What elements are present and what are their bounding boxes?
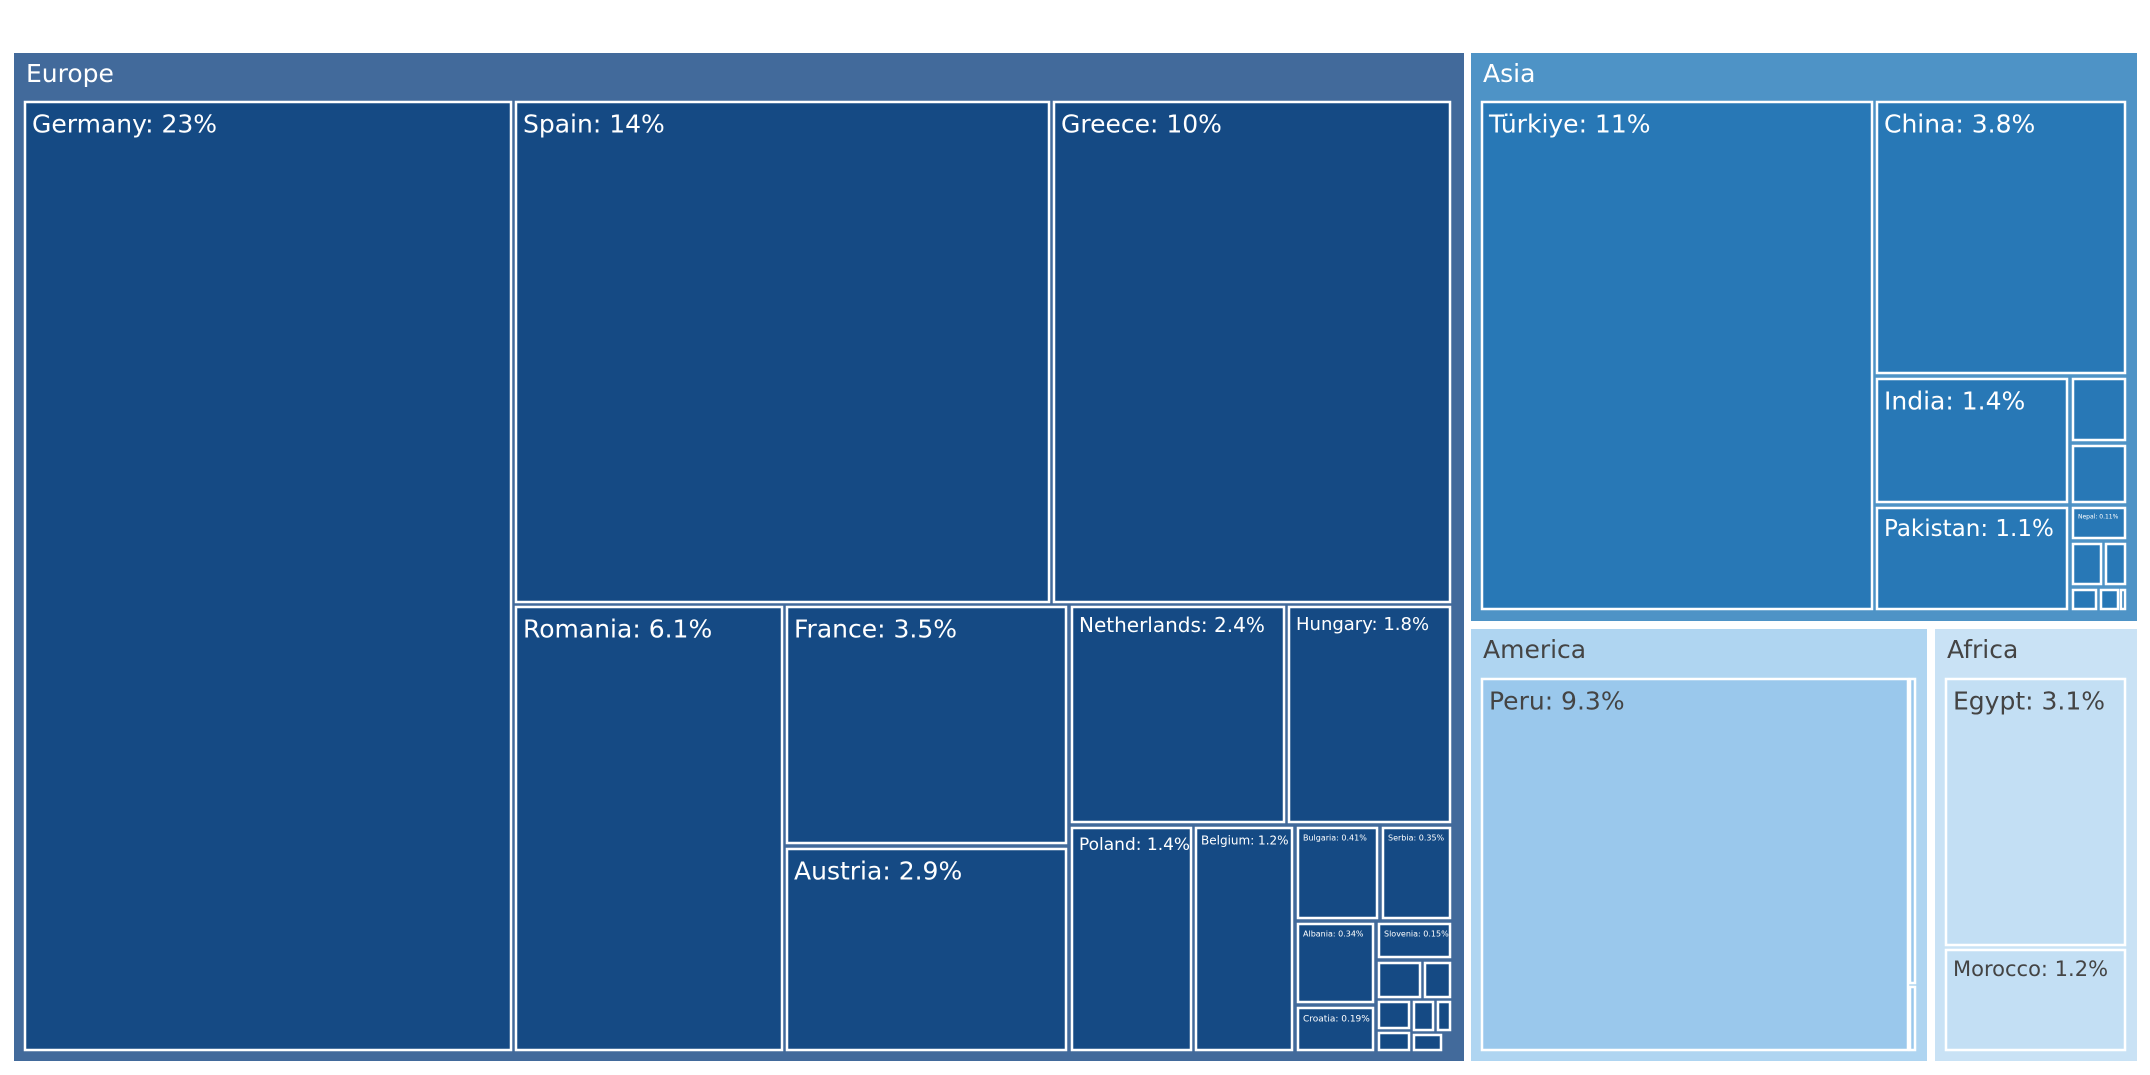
tile-belgium[interactable] [1194, 826, 1294, 1052]
tile-label-spain: Spain: 14% [523, 109, 665, 138]
tile-france[interactable] [785, 605, 1068, 845]
tile-bulgaria[interactable] [1296, 826, 1379, 920]
tile-label-nepal: Nepal: 0.11% [2078, 513, 2119, 520]
group-label-america: America [1483, 635, 1586, 664]
tile-label-pakistan: Pakistan: 1.1% [1884, 516, 2054, 542]
tile-label-bulgaria: Bulgaria: 0.41% [1303, 833, 1367, 842]
tile-america-small-1[interactable] [1908, 677, 1917, 985]
tile-egypt[interactable] [1944, 677, 2127, 947]
tile-hungary[interactable] [1287, 605, 1452, 824]
tile-romania[interactable] [514, 605, 784, 1052]
tile-label-poland: Poland: 1.4% [1079, 835, 1190, 855]
treemap-leaves: Germany: 23% Spain: 14% Greece: 10% Romania… [23, 100, 2127, 1052]
tile-netherlands[interactable] [1070, 605, 1286, 824]
tile-label-hungary: Hungary: 1.8% [1296, 614, 1429, 635]
tile-label-slovenia: Slovenia: 0.15% [1384, 929, 1449, 938]
tile-label-serbia: Serbia: 0.35% [1388, 833, 1445, 842]
tile-asia-small-6[interactable] [2099, 588, 2120, 611]
tile-label-romania: Romania: 6.1% [523, 614, 712, 643]
tile-europe-small-1[interactable] [1377, 961, 1422, 999]
tile-asia-small-7[interactable] [2119, 588, 2127, 611]
tile-europe-small-2[interactable] [1423, 961, 1452, 999]
tile-poland[interactable] [1070, 826, 1193, 1052]
group-label-africa: Africa [1947, 635, 2018, 664]
tile-label-germany: Germany: 23% [32, 109, 217, 138]
tile-nepal[interactable] [2071, 506, 2127, 540]
tile-asia-small-5[interactable] [2071, 588, 2098, 611]
tile-pakistan[interactable] [1875, 506, 2069, 611]
tile-germany[interactable] [23, 100, 513, 1052]
tile-albania[interactable] [1296, 922, 1375, 1004]
tile-label-croatia: Croatia: 0.19% [1303, 1014, 1370, 1024]
tile-asia-small-3[interactable] [2071, 542, 2103, 586]
tile-serbia[interactable] [1381, 826, 1452, 920]
tile-label-greece: Greece: 10% [1061, 109, 1222, 138]
tile-asia-small-4[interactable] [2104, 542, 2127, 586]
tile-europe-small-4[interactable] [1412, 1000, 1435, 1032]
tile-america-small-2[interactable] [1908, 985, 1917, 1052]
tile-label-austria: Austria: 2.9% [794, 856, 962, 885]
tile-label-turkiye: Türkiye: 11% [1488, 109, 1651, 138]
tile-greece[interactable] [1052, 100, 1452, 604]
tile-china[interactable] [1875, 100, 2127, 375]
group-label-europe: Europe [26, 59, 114, 88]
tile-europe-small-3[interactable] [1377, 1000, 1411, 1030]
tile-label-albania: Albania: 0.34% [1303, 929, 1364, 938]
tile-turkiye[interactable] [1480, 100, 1874, 611]
tile-asia-small-2[interactable] [2071, 444, 2127, 504]
group-label-asia: Asia [1483, 59, 1535, 88]
tile-label-belgium: Belgium: 1.2% [1201, 834, 1289, 848]
tile-morocco[interactable] [1944, 948, 2127, 1052]
tile-label-peru: Peru: 9.3% [1489, 686, 1625, 715]
tile-europe-small-5[interactable] [1436, 1000, 1452, 1032]
tile-label-egypt: Egypt: 3.1% [1953, 686, 2105, 715]
tile-asia-small-1[interactable] [2071, 377, 2127, 442]
tile-croatia[interactable] [1296, 1006, 1375, 1052]
tile-label-china: China: 3.8% [1884, 109, 2035, 138]
tile-label-morocco: Morocco: 1.2% [1953, 957, 2108, 981]
tile-austria[interactable] [785, 847, 1068, 1052]
tile-peru[interactable] [1480, 677, 1910, 1052]
tile-label-france: France: 3.5% [794, 614, 957, 643]
tile-label-india: India: 1.4% [1884, 386, 2025, 415]
tile-india[interactable] [1875, 377, 2069, 504]
tile-label-netherlands: Netherlands: 2.4% [1079, 613, 1265, 637]
tile-europe-small-6[interactable] [1377, 1031, 1411, 1052]
tile-europe-small-7[interactable] [1412, 1033, 1443, 1052]
tile-spain[interactable] [514, 100, 1051, 604]
tile-slovenia[interactable] [1377, 922, 1452, 959]
